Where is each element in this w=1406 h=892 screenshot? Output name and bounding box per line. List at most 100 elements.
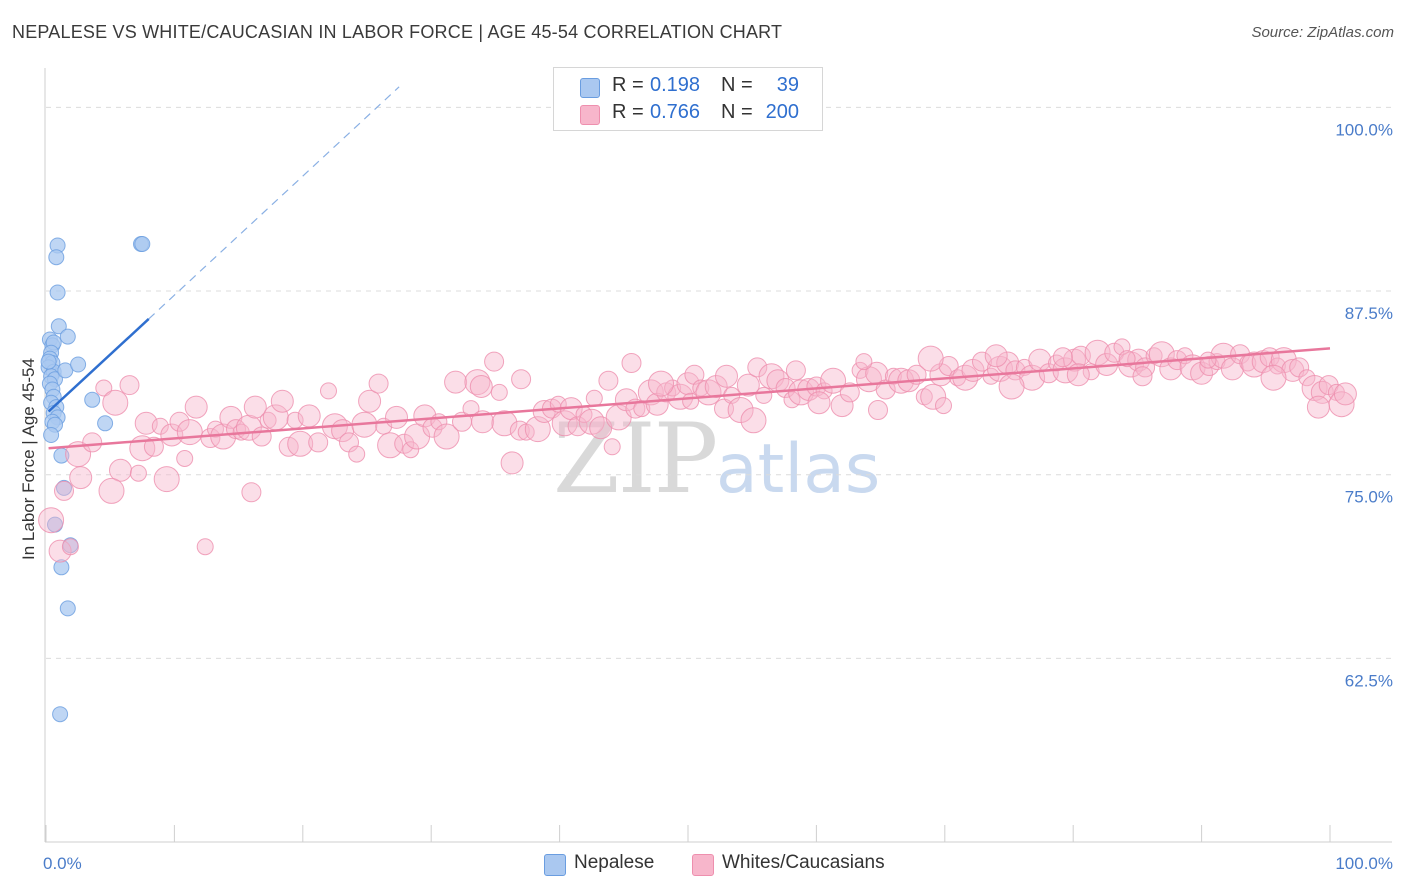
whites-point <box>433 423 460 450</box>
whites-point <box>920 383 947 410</box>
whites-point <box>95 379 113 397</box>
whites-point <box>270 389 294 413</box>
whites-point <box>509 420 530 441</box>
trend-layer <box>47 86 1331 450</box>
nepalese-swatch <box>580 78 600 98</box>
y-tick-label: 100.0% <box>1335 120 1393 139</box>
points-layer <box>38 236 1357 723</box>
whites-point <box>1333 382 1357 406</box>
whites-point <box>402 441 420 459</box>
whites-point <box>915 388 933 406</box>
legend-n-value-nepalese: 39 <box>776 74 799 96</box>
whites-point <box>736 373 760 397</box>
legend-n-label: N = <box>721 101 753 123</box>
whites-point <box>358 389 382 413</box>
whites-point <box>755 386 773 404</box>
whites-point <box>704 375 728 398</box>
whites-point <box>682 392 700 410</box>
legend-n-value-whites: 200 <box>765 101 799 123</box>
whites-point <box>151 417 169 435</box>
nepalese-point <box>49 284 66 301</box>
whites-point <box>176 450 194 467</box>
whites-point <box>143 436 164 457</box>
legend-label-nepalese: Nepalese <box>574 852 655 873</box>
whites-point <box>935 397 952 415</box>
x-tick-label: 100.0% <box>1335 854 1393 873</box>
whites-point <box>637 379 664 406</box>
whites-point <box>839 382 860 403</box>
whites-point <box>998 373 1025 400</box>
legend-r-value-nepalese: 0.198 <box>650 74 701 96</box>
nepalese-point <box>40 353 57 370</box>
whites-point <box>684 364 705 385</box>
whites-point <box>348 445 366 463</box>
whites-point <box>807 391 831 415</box>
whites-point <box>61 538 79 556</box>
whites-point <box>153 466 180 493</box>
whites-point <box>287 430 314 457</box>
whites-point <box>621 353 642 373</box>
legend-label-whites: Whites/Caucasians <box>722 852 885 873</box>
whites-point <box>585 389 603 407</box>
whites-point <box>241 482 262 503</box>
whites-point <box>875 379 896 400</box>
legend-row-nepalese: R = 0.198 N = 39 <box>554 74 822 102</box>
whites-point <box>715 364 738 388</box>
x-tick-label: 0.0% <box>43 854 82 873</box>
legend-row-whites: R = 0.766 N = 200 <box>554 101 822 129</box>
whites-point <box>785 360 806 381</box>
watermark-atlas: atlas <box>716 430 881 509</box>
whites-point <box>598 370 619 391</box>
stats-legend: R = 0.198 N = 39 R = 0.766 N = 200 <box>553 67 823 131</box>
nepalese-point <box>43 427 60 443</box>
whites-point <box>972 351 992 372</box>
whites-point <box>648 370 674 397</box>
nepalese-point <box>50 318 67 335</box>
nepalese-trend-line <box>47 318 150 413</box>
legend-n-label: N = <box>721 74 753 96</box>
nepalese-point <box>70 356 87 373</box>
whites-point <box>567 416 588 437</box>
whites-point <box>102 389 129 416</box>
y-axis-title: In Labor Force | Age 45-54 <box>19 358 38 560</box>
nepalese-trend-extension <box>148 86 400 320</box>
whites-legend-swatch <box>692 854 714 876</box>
whites-point <box>134 411 158 435</box>
whites-point <box>413 404 437 428</box>
whites-point <box>98 477 125 504</box>
nepalese-point <box>52 706 69 723</box>
label-layer: 100.0% 87.5% 75.0% 62.5% 0.0% 100.0% In Labor … <box>19 120 1393 873</box>
chart-source: Source: ZipAtlas.com <box>1251 24 1394 41</box>
whites-point <box>82 432 103 453</box>
whites-trend-line <box>48 347 1331 450</box>
whites-point <box>775 378 796 398</box>
axes-layer <box>44 68 1392 843</box>
whites-point <box>368 373 389 394</box>
chart-title: NEPALESE VS WHITE/CAUCASIAN IN LABOR FOR… <box>12 22 783 42</box>
whites-point <box>320 382 337 400</box>
nepalese-point <box>134 236 151 252</box>
y-tick-label: 62.5% <box>1345 671 1393 690</box>
whites-point <box>54 480 74 501</box>
whites-point <box>176 419 203 446</box>
whites-point <box>692 379 710 397</box>
nepalese-point <box>97 415 114 432</box>
whites-point <box>462 400 480 418</box>
y-tick-label: 75.0% <box>1345 488 1393 507</box>
whites-point <box>511 369 532 390</box>
whites-point <box>251 426 272 447</box>
y-tick-label: 87.5% <box>1345 304 1393 323</box>
whites-point <box>278 436 299 457</box>
nepalese-point <box>56 479 72 496</box>
whites-point <box>740 407 767 434</box>
whites-point <box>1260 364 1287 391</box>
whites-swatch <box>580 105 600 125</box>
whites-point <box>119 375 140 396</box>
whites-point <box>308 432 329 453</box>
whites-point <box>917 345 944 372</box>
whites-point <box>551 410 578 437</box>
whites-point <box>129 464 147 482</box>
whites-point <box>394 433 415 454</box>
whites-point <box>1132 366 1153 387</box>
whites-point <box>695 379 722 406</box>
